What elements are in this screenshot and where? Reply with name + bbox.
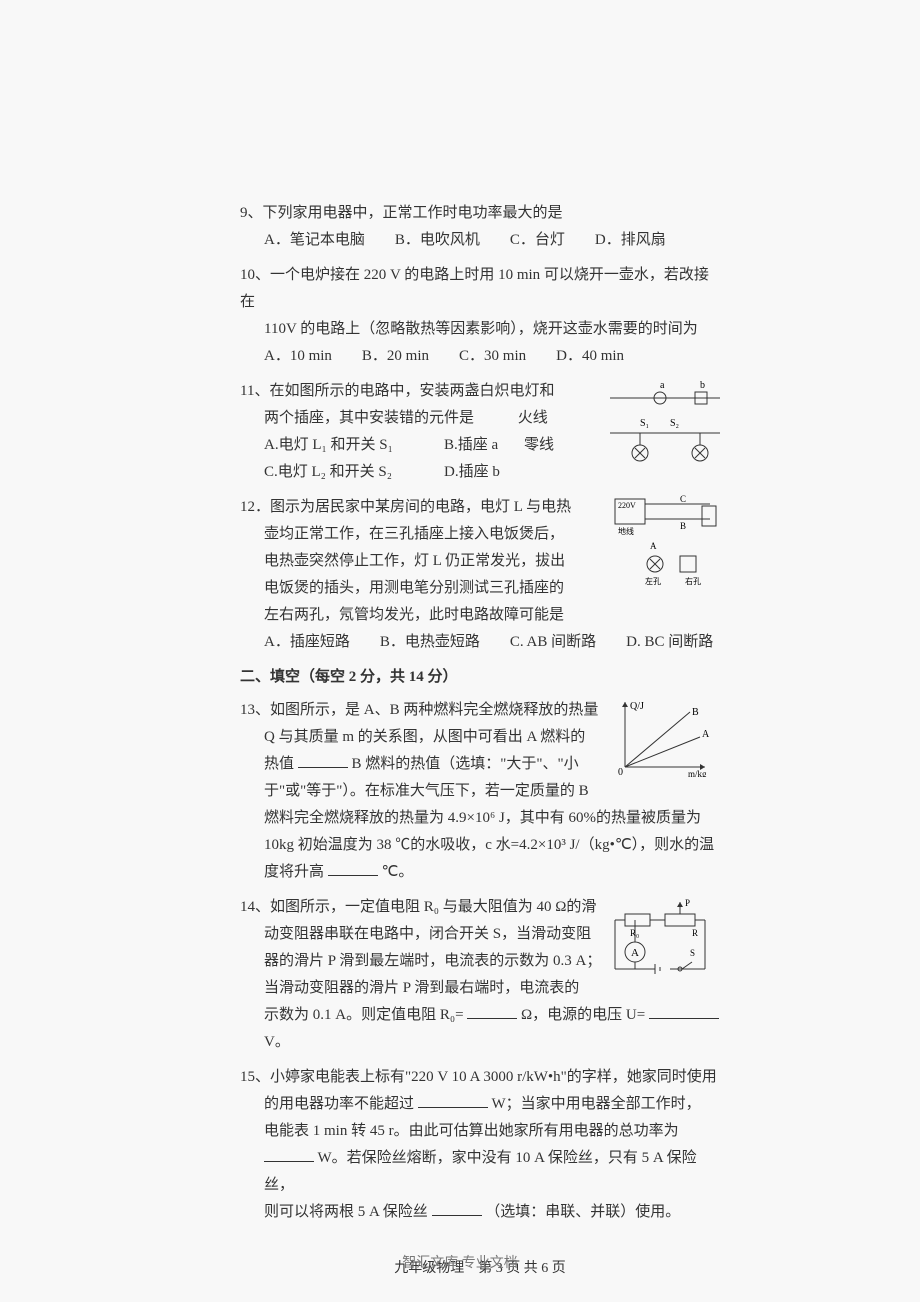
q15-l5a: 则可以将两根 5 A 保险丝 (264, 1204, 428, 1220)
label-c: C (680, 494, 686, 504)
q12-opt-c: C. AB 间断路 (510, 629, 596, 656)
q10-options: A．10 min B．20 min C．30 min D．40 min (240, 343, 720, 370)
watermark: 智汇文库 专业文档 (0, 1252, 920, 1272)
q15-l4-row: W。若保险丝熔断，家中没有 10 A 保险丝，只有 5 A 保险丝， (240, 1145, 720, 1199)
q11-figure: a b S₁ S₂ (610, 378, 720, 458)
q11-zero-label: 零线 (524, 432, 554, 459)
q13-figure: Q/J m/kg B A 0 (610, 697, 720, 777)
q13-l3: 于"或"等于"）。在标准大气压下，若一定质量的 B (240, 778, 720, 805)
blank-7 (432, 1201, 482, 1216)
q12-left: 左孔 (645, 576, 661, 586)
blank-5 (418, 1093, 488, 1108)
resistor-circuit-icon: P R₀ R A S (610, 894, 710, 979)
q11-opts-row1: A.电灯 L₁ 和开关 S₁ B.插座 a 零线 (240, 432, 610, 459)
q14-l5b: Ω，电源的电压 U= (521, 1007, 645, 1023)
q10-opt-a: A．10 min (264, 343, 332, 370)
q15-l2a: 的用电器功率不能超过 (264, 1096, 414, 1112)
q15-l5b: （选填：串联、并联）使用。 (485, 1204, 680, 1220)
q12-opt-d: D. BC 间断路 (626, 629, 713, 656)
question-10: 10、一个电炉接在 220 V 的电路上时用 10 min 可以烧开一壶水，若改… (240, 262, 720, 370)
label-p: P (685, 898, 690, 908)
q10-stem2: 110V 的电路上（忽略散热等因素影响），烧开这壶水需要的时间为 (240, 316, 720, 343)
home-circuit-icon: 220V 地线 左孔 右孔 C B A (610, 494, 720, 594)
q11-opt-c: C.电灯 L₂ 和开关 S₂ (264, 459, 444, 486)
q10-opt-c: C．30 min (459, 343, 526, 370)
question-14: P R₀ R A S 14、如图所示，一定值电阻 R (240, 894, 720, 1056)
origin: 0 (618, 767, 623, 777)
q12-220v: 220V (618, 501, 636, 510)
label-a: a (660, 380, 665, 391)
axis-q: Q/J (630, 701, 644, 712)
q13-l6a: 度将升高 (264, 864, 324, 880)
q13-l6-row: 度将升高 ℃。 (240, 859, 720, 886)
q12-figure: 220V 地线 左孔 右孔 C B A (610, 494, 720, 594)
q13-l2c: B 燃料的热值（选填："大于"、"小 (352, 756, 579, 772)
blank-6 (264, 1147, 314, 1162)
graph-icon: Q/J m/kg B A 0 (610, 697, 710, 777)
circuit-icon: a b S₁ S₂ (610, 378, 720, 468)
q15-l2b: W；当家中用电器全部工作时， (492, 1096, 701, 1112)
q13-l5: 10kg 初始温度为 38 ℃的水吸收，c 水=4.2×10³ J/（kg•℃）… (240, 832, 720, 859)
question-12: 220V 地线 左孔 右孔 C B A 12．图示为居民家中某房间的电路，电灯 … (240, 494, 720, 656)
q11-fire-label: 火线 (518, 410, 548, 426)
label-r: R (692, 928, 698, 938)
q15-l4b: W。若保险丝熔断，家中没有 10 A 保险丝，只有 5 A 保险丝， (264, 1150, 697, 1193)
label-s: S (690, 948, 695, 958)
q12-ground: 地线 (618, 526, 634, 536)
label-b2: B (680, 521, 686, 531)
q15-l3: 电能表 1 min 转 45 r。由此可估算出她家所有用电器的总功率为 (240, 1118, 720, 1145)
blank-2 (328, 861, 378, 876)
q9-stem: 9、下列家用电器中，正常工作时电功率最大的是 (240, 200, 720, 227)
label-b: b (700, 380, 705, 391)
q9-opt-c: C．台灯 (510, 227, 565, 254)
blank-1 (298, 753, 348, 768)
q9-opt-d: D．排风扇 (595, 227, 666, 254)
ammeter-label: A (631, 947, 639, 959)
q13-l2b: 热值 (264, 756, 294, 772)
q9-opt-a: A．笔记本电脑 (264, 227, 365, 254)
q13-l4: 燃料完全燃烧释放的热量为 4.9×10⁶ J，其中有 60%的热量被质量为 (240, 805, 720, 832)
axis-m: m/kg (688, 769, 707, 777)
q14-l5-row: 示数为 0.1 A。则定值电阻 R₀= Ω，电源的电压 U= V。 (240, 1002, 720, 1056)
blank-4 (649, 1004, 719, 1019)
q11-opt-d: D.插座 b (444, 459, 500, 486)
q14-figure: P R₀ R A S (610, 894, 720, 979)
q15-l5-row: 则可以将两根 5 A 保险丝 （选填：串联、并联）使用。 (240, 1199, 720, 1226)
q12-right: 右孔 (685, 576, 701, 586)
q14-l5a: 示数为 0.1 A。则定值电阻 R₀= (264, 1007, 464, 1023)
q12-opt-a: A．插座短路 (264, 629, 350, 656)
q12-opt-b: B．电热壶短路 (380, 629, 480, 656)
q10-opt-b: B．20 min (362, 343, 429, 370)
q11-opt-a: A.电灯 L₁ 和开关 S₁ (264, 432, 444, 459)
q11-line2: 两个插座，其中安装错的元件是 (264, 410, 474, 426)
q9-options: A．笔记本电脑 B．电吹风机 C．台灯 D．排风扇 (240, 227, 720, 254)
blank-3 (467, 1004, 517, 1019)
section-2-title: 二、填空（每空 2 分，共 14 分） (240, 664, 720, 691)
label-s2: S₂ (670, 418, 679, 429)
q11-opt-b: B.插座 a (444, 432, 524, 459)
q10-opt-d: D．40 min (556, 343, 624, 370)
exam-page: 9、下列家用电器中，正常工作时电功率最大的是 A．笔记本电脑 B．电吹风机 C．… (240, 200, 720, 1281)
q14-l4: 当滑动变阻器的滑片 P 滑到最右端时，电流表的 (240, 975, 720, 1002)
q9-opt-b: B．电吹风机 (395, 227, 480, 254)
q10-stem: 10、一个电炉接在 220 V 的电路上时用 10 min 可以烧开一壶水，若改… (240, 262, 720, 316)
q15-stem: 15、小婷家电能表上标有"220 V 10 A 3000 r/kW•h"的字样，… (240, 1064, 720, 1091)
question-15: 15、小婷家电能表上标有"220 V 10 A 3000 r/kW•h"的字样，… (240, 1064, 720, 1226)
question-11: a b S₁ S₂ 11、在如图所示的电路中，安装两盏白炽电灯和 两个插座，其中… (240, 378, 720, 486)
label-a2: A (650, 541, 657, 551)
q12-l5: 左右两孔，氖管均发光，此时电路故障可能是 (240, 602, 720, 629)
question-13: Q/J m/kg B A 0 13、如图所示，是 A、B 两种燃料完全燃烧释放的… (240, 697, 720, 886)
q14-l5c: V。 (264, 1034, 290, 1050)
q13-l6b: ℃。 (382, 864, 414, 880)
question-9: 9、下列家用电器中，正常工作时电功率最大的是 A．笔记本电脑 B．电吹风机 C．… (240, 200, 720, 254)
label-s1: S₁ (640, 418, 649, 429)
line-b: B (692, 707, 699, 718)
q12-options: A．插座短路 B．电热壶短路 C. AB 间断路 D. BC 间断路 (240, 629, 720, 656)
line-a: A (702, 729, 710, 740)
q15-l2-row: 的用电器功率不能超过 W；当家中用电器全部工作时， (240, 1091, 720, 1118)
